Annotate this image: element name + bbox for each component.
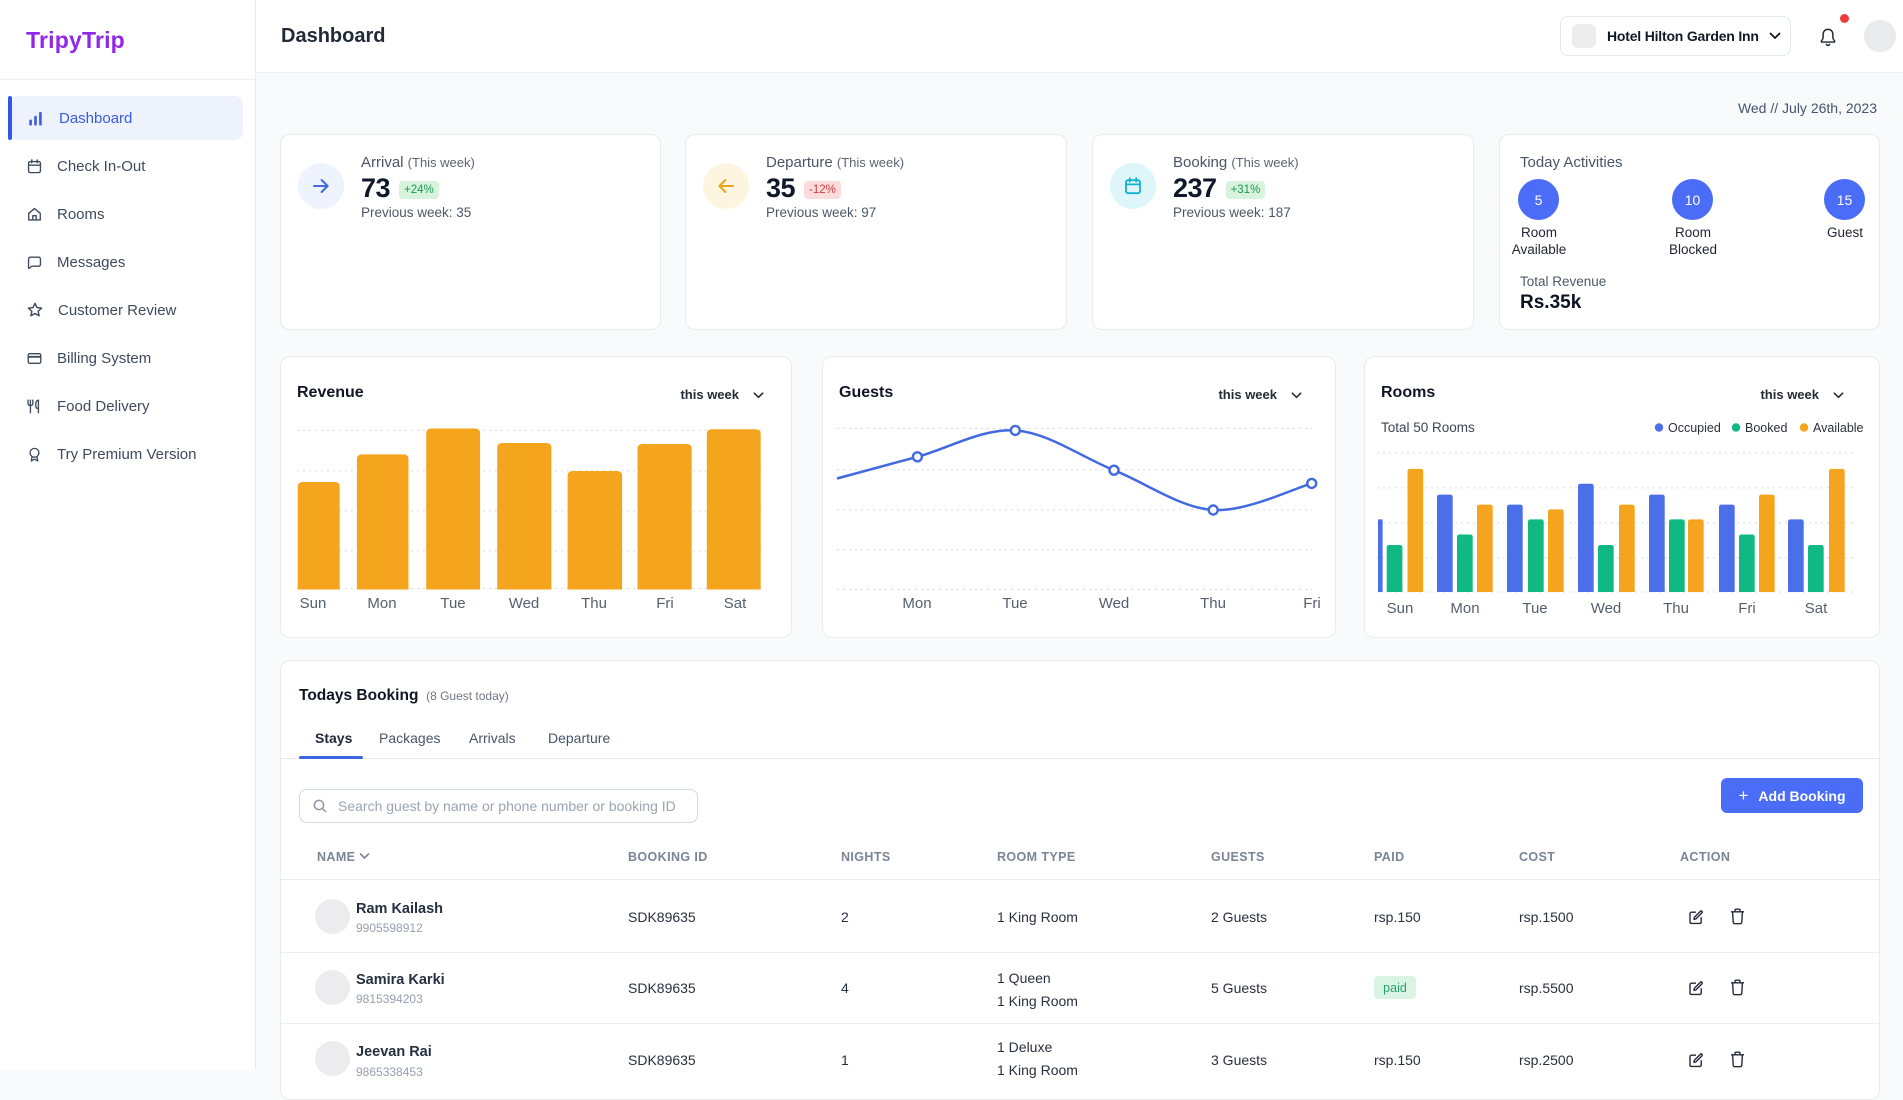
- svg-text:Fri: Fri: [1738, 600, 1756, 617]
- svg-text:Wed: Wed: [509, 595, 540, 612]
- svg-text:Thu: Thu: [1663, 600, 1689, 617]
- svg-text:Sat: Sat: [724, 595, 747, 612]
- svg-text:Fri: Fri: [1303, 595, 1321, 612]
- svg-text:Available: Available: [1813, 421, 1864, 435]
- svg-text:Total 50 Rooms: Total 50 Rooms: [1381, 420, 1475, 435]
- svg-text:Sun: Sun: [1387, 600, 1414, 617]
- svg-text:Mon: Mon: [367, 595, 396, 612]
- svg-text:Wed: Wed: [1099, 595, 1130, 612]
- svg-text:Booked: Booked: [1745, 421, 1787, 435]
- svg-text:Wed: Wed: [1591, 600, 1622, 617]
- svg-text:Sun: Sun: [300, 595, 327, 612]
- svg-text:Fri: Fri: [656, 595, 674, 612]
- svg-text:Tue: Tue: [440, 595, 465, 612]
- svg-text:Mon: Mon: [902, 595, 931, 612]
- svg-text:Thu: Thu: [581, 595, 607, 612]
- svg-text:Tue: Tue: [1522, 600, 1547, 617]
- svg-text:Tue: Tue: [1002, 595, 1027, 612]
- svg-text:Mon: Mon: [1450, 600, 1479, 617]
- svg-text:Occupied: Occupied: [1668, 421, 1721, 435]
- svg-text:Sat: Sat: [1805, 600, 1828, 617]
- svg-text:Thu: Thu: [1200, 595, 1226, 612]
